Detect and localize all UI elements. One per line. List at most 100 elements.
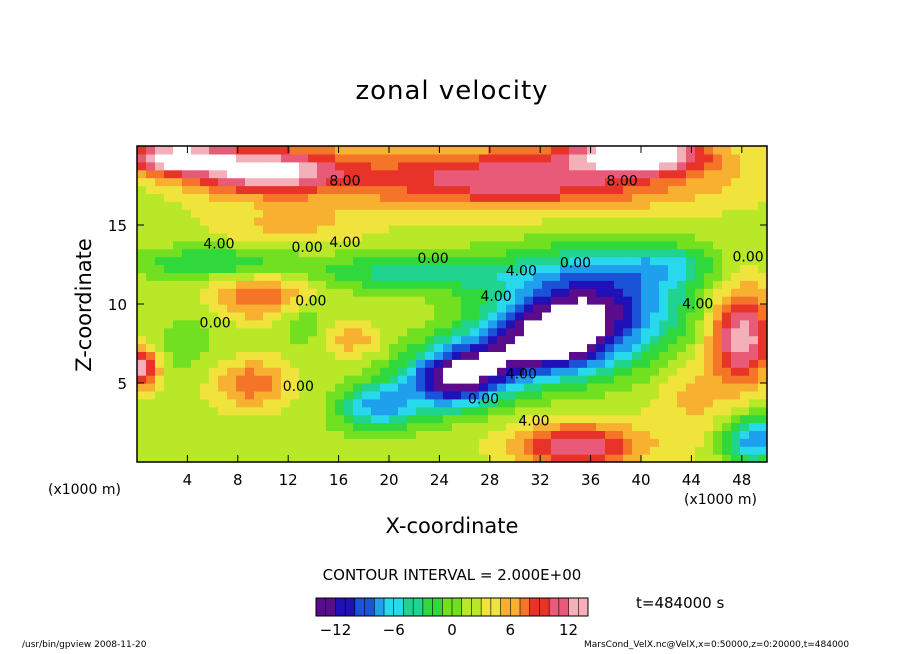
heatmap-cell [695, 248, 705, 258]
heatmap-cell [479, 193, 489, 202]
heatmap-cell [362, 169, 372, 179]
heatmap-cell [263, 359, 273, 368]
heatmap-cell [209, 398, 219, 408]
heatmap-cell [731, 359, 741, 368]
heatmap-cell [155, 264, 165, 273]
heatmap-cell [542, 185, 552, 194]
heatmap-cell [164, 351, 174, 360]
heatmap-cell [137, 225, 147, 234]
heatmap-cell [713, 193, 723, 202]
heatmap-cell [452, 248, 462, 258]
heatmap-cell [695, 232, 705, 242]
heatmap-cell [416, 438, 426, 447]
heatmap-cell [362, 146, 372, 155]
heatmap-cell [497, 335, 507, 345]
heatmap-cell [623, 248, 633, 258]
heatmap-cell [623, 343, 633, 352]
heatmap-cell [506, 390, 516, 400]
heatmap-cell [722, 351, 732, 360]
x-tick-label: 28 [480, 471, 499, 489]
heatmap-cell [380, 264, 390, 273]
heatmap-cell [659, 304, 669, 313]
heatmap-cell [722, 430, 732, 439]
heatmap-cell [623, 225, 633, 234]
heatmap-cell [632, 446, 642, 455]
contour-label: 4.00 [506, 366, 537, 382]
heatmap-cell [677, 454, 687, 462]
heatmap-cell [551, 280, 561, 289]
heatmap-cell [758, 375, 767, 384]
heatmap-cell [551, 193, 561, 202]
heatmap-cell [434, 414, 444, 424]
heatmap-cell [677, 232, 687, 242]
heatmap-cell [650, 169, 660, 179]
heatmap-cell [317, 327, 327, 337]
heatmap-cell [695, 280, 705, 289]
heatmap-cell [713, 343, 723, 352]
heatmap-cell [740, 288, 750, 297]
heatmap-cell [155, 446, 165, 455]
heatmap-cell [173, 351, 183, 360]
heatmap-cell [326, 288, 336, 297]
heatmap-cell [155, 280, 165, 289]
heatmap-cell [686, 375, 696, 384]
colorbar-segment [393, 598, 404, 616]
heatmap-cell [578, 351, 588, 360]
heatmap-cell [551, 390, 561, 400]
heatmap-cell [731, 232, 741, 242]
heatmap-cell [668, 177, 678, 187]
heatmap-cell [209, 367, 219, 376]
heatmap-cell [740, 256, 750, 266]
heatmap-cell [587, 217, 597, 226]
heatmap-cell [731, 296, 741, 305]
heatmap-cell [137, 446, 147, 455]
heatmap-cell [191, 335, 201, 345]
heatmap-cell [533, 288, 543, 297]
heatmap-cell [614, 146, 624, 155]
heatmap-cell [173, 209, 183, 218]
heatmap-cell [182, 398, 192, 408]
heatmap-cell [506, 446, 516, 455]
heatmap-cell [380, 217, 390, 226]
heatmap-cell [542, 272, 552, 281]
heatmap-cell [443, 256, 453, 266]
heatmap-cell [200, 248, 210, 258]
heatmap-cell [407, 438, 417, 447]
heatmap-cell [749, 288, 759, 297]
heatmap-cell [191, 272, 201, 281]
heatmap-cell [515, 153, 525, 163]
heatmap-cell [236, 367, 246, 376]
heatmap-cell [578, 153, 588, 163]
heatmap-cell [587, 193, 597, 202]
heatmap-cell [236, 153, 246, 163]
heatmap-cell [578, 414, 588, 424]
heatmap-cell [398, 335, 408, 345]
heatmap-cell [398, 288, 408, 297]
heatmap-cell [353, 304, 363, 313]
heatmap-cell [470, 430, 480, 439]
heatmap-cell [587, 201, 597, 210]
heatmap-cell [713, 422, 723, 431]
heatmap-cell [155, 375, 165, 384]
heatmap-cell [245, 185, 255, 194]
heatmap-cell [497, 422, 507, 431]
heatmap-cell [623, 280, 633, 289]
heatmap-cell [416, 414, 426, 424]
heatmap-cell [470, 272, 480, 281]
heatmap-cell [740, 359, 750, 368]
heatmap-cell [137, 153, 147, 163]
heatmap-cell [155, 367, 165, 376]
heatmap-cell [254, 422, 264, 431]
heatmap-cell [578, 256, 588, 266]
heatmap-cell [191, 343, 201, 352]
heatmap-cell [389, 288, 399, 297]
heatmap-cell [614, 319, 624, 329]
heatmap-cell [605, 406, 615, 416]
heatmap-cell [461, 367, 471, 376]
heatmap-cell [560, 438, 570, 447]
heatmap-cell [200, 185, 210, 194]
heatmap-cell [524, 430, 534, 439]
heatmap-cell [155, 185, 165, 194]
heatmap-cell [353, 454, 363, 462]
